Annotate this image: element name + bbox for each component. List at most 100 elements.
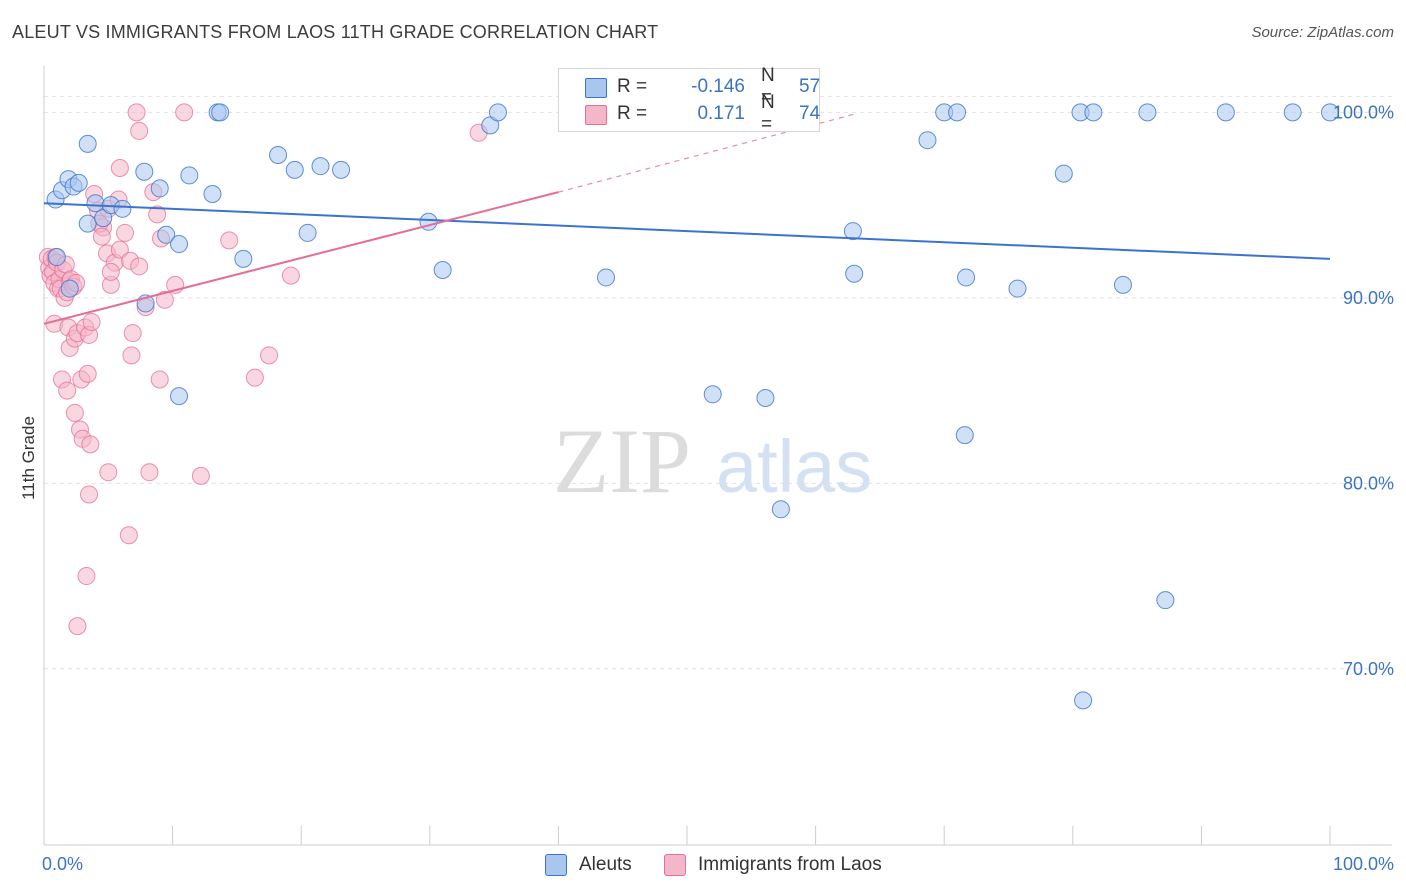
laos-point [127,103,146,122]
legend-label-aleuts: Aleuts [579,854,632,875]
laos-point [140,463,159,482]
aleut-point [488,103,507,122]
watermark-zip: ZIP [553,410,691,512]
aleut-point [170,235,189,254]
aleut-point [1216,103,1235,122]
watermark: ZIP atlas [553,410,872,512]
legend-n-value: 74 [799,103,821,124]
aleut-point [1283,103,1302,122]
aleut-point [157,225,176,244]
aleut-point [285,160,304,179]
y-tick-label: 70.0% [1343,659,1394,679]
aleut-point [433,261,452,280]
aleut-point [1321,103,1339,122]
aleut-point [1008,279,1027,298]
x-tick-labels: 0.0% 100.0% [42,854,1394,874]
laos-point [122,346,141,365]
laos-point [92,227,111,246]
legend-swatch-blue [585,78,607,98]
laos-point [130,257,149,276]
chart-title: ALEUT VS IMMIGRANTS FROM LAOS 11TH GRADE… [12,22,659,42]
laos-point [110,240,129,259]
source-label: Source: ZipAtlas.com [1251,24,1394,41]
aleut-point [113,199,132,218]
laos-point [116,223,135,242]
aleut-point [756,389,775,408]
legend-label-laos: Immigrants from Laos [698,854,882,875]
aleut-point [234,249,253,268]
y-axis-title: 11th Grade [19,416,38,500]
laos-point [77,567,96,586]
laos-point [81,435,100,454]
aleut-point [1113,275,1132,294]
laos-point [58,381,77,400]
y-tick-label: 90.0% [1343,288,1394,308]
aleut-point [1074,691,1093,710]
aleut-point [78,134,97,153]
legend-n-label: N = [761,92,775,135]
aleut-point [771,500,790,519]
grid-lines [44,95,1392,670]
legend-r-value: -0.146 [691,76,745,97]
aleut-point [135,162,154,181]
laos-trend-line [43,191,559,325]
aleut-point [203,184,222,203]
aleut-point [47,248,66,267]
aleut-point [69,173,88,192]
aleut-point [703,385,722,404]
aleuts-trend-line [43,202,1331,260]
legend-item-aleuts[interactable]: Aleuts [545,851,632,879]
trend-lines [43,113,1331,325]
y-tick-label: 100.0% [1333,102,1394,122]
laos-point [155,290,174,309]
legend-n-value: 57 [799,76,821,97]
aleut-point [311,157,330,176]
aleut-point [955,426,974,445]
aleut-point [211,103,230,122]
correlation-legend: R = -0.146 N = 57 R = 0.171 N = 74 [558,65,821,135]
y-tick-labels: 70.0% 80.0% 90.0% 100.0% [1333,102,1394,678]
legend-swatch-aleuts [545,854,567,876]
aleut-point [170,387,189,406]
aleut-point [78,214,97,233]
aleut-point [1138,103,1157,122]
aleut-point [1084,103,1103,122]
laos-point [68,617,87,636]
aleut-point [86,194,105,213]
x-tick-label-end: 100.0% [1333,854,1394,874]
legend-r-value: 0.171 [697,103,745,124]
aleut-point [1156,591,1175,610]
laos-point [260,346,279,365]
watermark-atlas: atlas [716,425,872,508]
laos-point [148,205,167,224]
laos-point [101,262,120,281]
laos-point [130,121,149,140]
laos-point [65,403,84,422]
legend-item-laos[interactable]: Immigrants from Laos [664,851,882,879]
aleut-point [843,222,862,241]
aleut-point [298,223,317,242]
laos-point [110,159,129,178]
laos-point [281,266,300,285]
laos-point [175,103,194,122]
aleut-point [948,103,967,122]
series-laos-points [38,103,488,636]
legend-swatch-laos [664,854,686,876]
x-tick-label-start: 0.0% [42,854,83,874]
laos-point [78,364,97,383]
series-legend: Aleuts Immigrants from Laos [0,851,1406,879]
laos-point [82,312,101,331]
laos-point [150,370,169,389]
laos-point [123,324,142,343]
laos-point [191,466,210,485]
laos-point [220,231,239,250]
aleut-point [918,131,937,150]
legend-r-label: R = [617,103,648,124]
aleut-point [269,146,288,165]
aleut-point [596,268,615,287]
laos-point [99,463,118,482]
laos-point [245,368,264,387]
aleut-point [332,160,351,179]
aleut-point [845,264,864,283]
